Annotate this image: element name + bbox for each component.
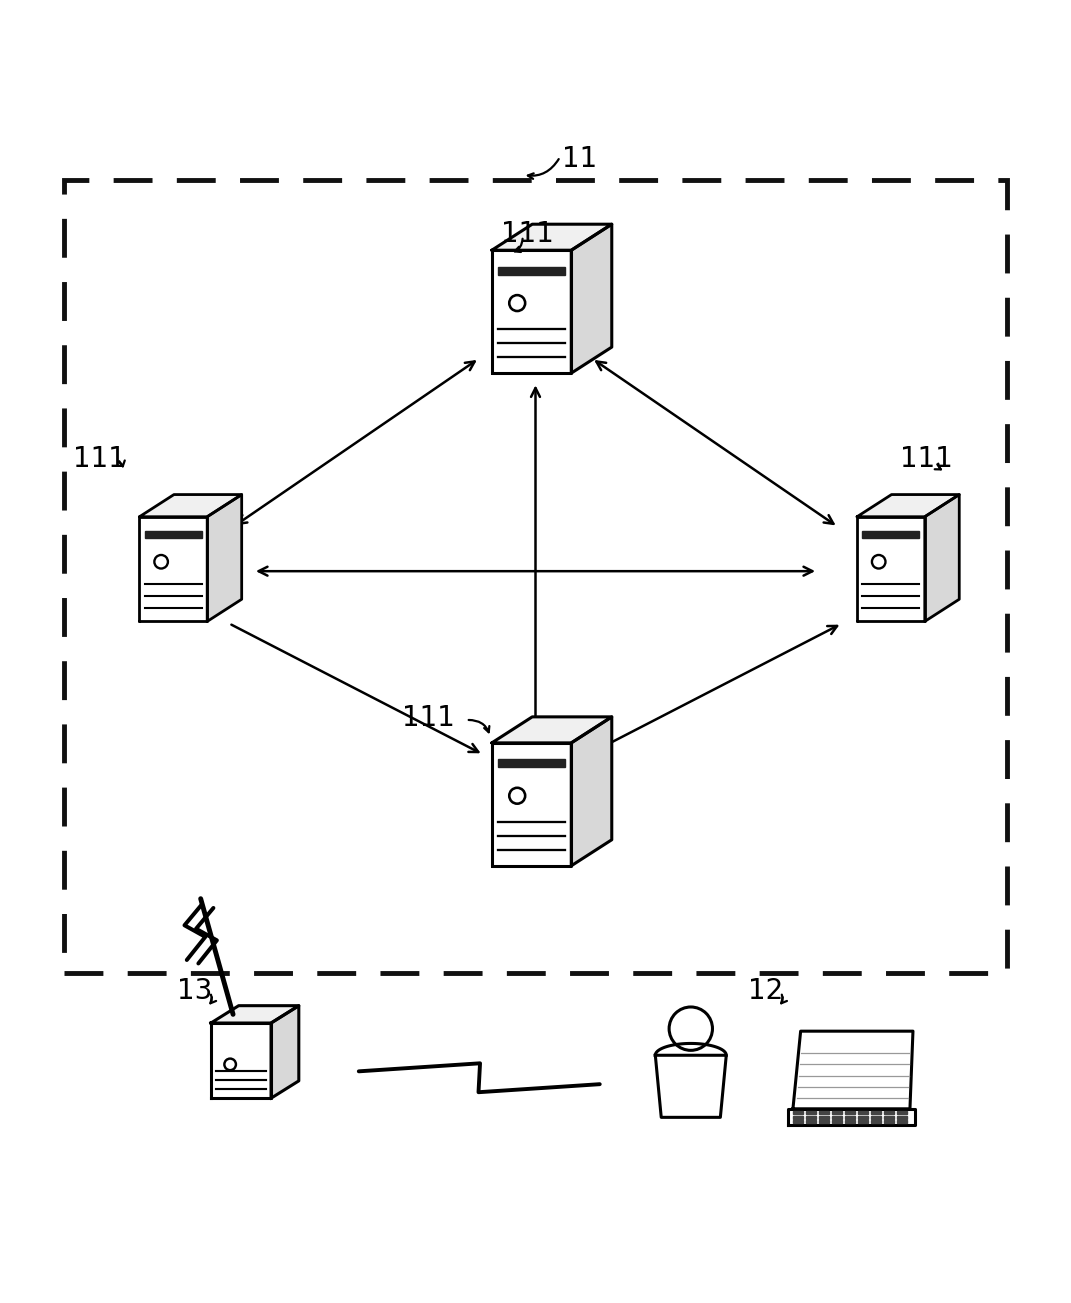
Bar: [832, 1121, 842, 1123]
Bar: [819, 1121, 829, 1123]
Polygon shape: [139, 517, 207, 622]
Bar: [871, 1115, 880, 1118]
Text: 13: 13: [177, 977, 212, 1005]
Bar: [871, 1121, 880, 1123]
Bar: [793, 1121, 802, 1123]
Bar: [832, 1111, 842, 1114]
Polygon shape: [211, 1023, 271, 1098]
Polygon shape: [857, 495, 960, 517]
Bar: [858, 1115, 868, 1118]
Polygon shape: [211, 1006, 299, 1023]
Polygon shape: [924, 495, 960, 622]
Bar: [145, 530, 201, 538]
Polygon shape: [788, 1109, 915, 1124]
Bar: [819, 1111, 829, 1114]
Bar: [845, 1115, 855, 1118]
Bar: [896, 1115, 907, 1118]
Bar: [806, 1111, 816, 1114]
Bar: [884, 1115, 893, 1118]
Bar: [64, 180, 1007, 973]
Bar: [806, 1121, 816, 1123]
Bar: [793, 1115, 802, 1118]
Bar: [858, 1111, 868, 1114]
Polygon shape: [492, 743, 571, 865]
Polygon shape: [207, 495, 242, 622]
Text: 111: 111: [73, 444, 125, 473]
Circle shape: [224, 1058, 236, 1070]
Polygon shape: [571, 224, 612, 373]
Polygon shape: [492, 224, 612, 250]
Bar: [793, 1111, 802, 1114]
Polygon shape: [139, 495, 242, 517]
Polygon shape: [492, 250, 571, 373]
Polygon shape: [655, 1055, 726, 1118]
Bar: [896, 1121, 907, 1123]
Polygon shape: [571, 717, 612, 865]
Circle shape: [154, 555, 168, 568]
Bar: [871, 1111, 880, 1114]
Text: 111: 111: [402, 704, 454, 732]
Bar: [832, 1115, 842, 1118]
Circle shape: [872, 555, 886, 568]
Circle shape: [509, 788, 525, 804]
Bar: [819, 1115, 829, 1118]
Circle shape: [669, 1007, 712, 1050]
Polygon shape: [271, 1006, 299, 1098]
Text: 111: 111: [900, 444, 952, 473]
Polygon shape: [492, 717, 612, 743]
Bar: [884, 1121, 893, 1123]
Bar: [806, 1115, 816, 1118]
Bar: [845, 1111, 855, 1114]
Bar: [884, 1111, 893, 1114]
Bar: [896, 1111, 907, 1114]
Polygon shape: [793, 1031, 912, 1109]
Text: 11: 11: [562, 145, 598, 173]
Bar: [845, 1121, 855, 1123]
Bar: [498, 760, 564, 767]
Text: 111: 111: [501, 220, 554, 248]
Circle shape: [509, 294, 525, 311]
Bar: [862, 530, 919, 538]
Text: 12: 12: [748, 977, 783, 1005]
Polygon shape: [857, 517, 924, 622]
Bar: [858, 1121, 868, 1123]
Bar: [498, 267, 564, 275]
